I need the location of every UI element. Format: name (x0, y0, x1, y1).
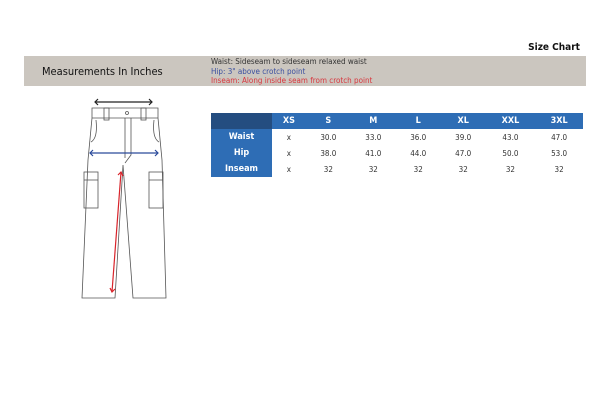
table-cell: 50.0 (502, 148, 519, 158)
row-label: Waist (211, 129, 272, 145)
table-cell: 32 (413, 164, 423, 174)
header-size: M (350, 113, 396, 129)
measurement-notes: Waist: Sideseam to sideseam relaxed wais… (211, 57, 372, 86)
header-size: S (305, 113, 351, 129)
measurement-band: Measurements In Inches Waist: Sideseam t… (24, 56, 586, 86)
note-waist: Waist: Sideseam to sideseam relaxed wais… (211, 57, 367, 66)
header-size: 3XL (535, 113, 583, 129)
table-cell: 41.0 (365, 148, 382, 158)
measurements-heading: Measurements In Inches (42, 65, 163, 78)
row-label: Inseam (211, 161, 272, 177)
table-cell: x (286, 148, 292, 158)
left-cargo-pocket (83, 171, 99, 209)
table-cell: x (286, 164, 292, 174)
inseam-arrow (109, 170, 124, 294)
table-cell: 32 (554, 164, 564, 174)
table-cell: 33.0 (365, 132, 382, 142)
table-cell: 47.0 (551, 132, 568, 142)
table-cell: 32 (323, 164, 333, 174)
header-size: XXL (485, 113, 536, 129)
pants-outline (81, 107, 167, 299)
note-hip: Hip: 3" above crotch point (211, 66, 306, 76)
table-cell: 32 (505, 164, 515, 174)
table-cell: 32 (368, 164, 378, 174)
table-cell: 44.0 (410, 148, 427, 158)
table-cell: 38.0 (320, 148, 337, 158)
hip-arrow (89, 149, 159, 157)
table-cell: 32 (458, 164, 468, 174)
right-cargo-pocket (148, 171, 164, 209)
row-label: Hip (211, 145, 272, 161)
table-row: Waist x 30.0 33.0 36.0 39.0 43.0 47.0 (211, 129, 583, 145)
table-cell: 53.0 (551, 148, 568, 158)
size-table: XS S M L XL XXL 3XL Waist x 30.0 33.0 36.0 39… (211, 113, 583, 177)
table-header-row: XS S M L XL XXL 3XL (211, 113, 583, 129)
table-cell: 47.0 (455, 148, 472, 158)
header-size: XL (440, 113, 486, 129)
table-cell: 36.0 (410, 132, 427, 142)
table-row: Hip x 38.0 41.0 44.0 47.0 50.0 53.0 (211, 145, 583, 161)
table-cell: x (286, 132, 292, 142)
header-size: L (395, 113, 441, 129)
table-cell: 30.0 (320, 132, 337, 142)
table-row: Inseam x 32 32 32 32 32 32 (211, 161, 583, 177)
note-inseam: Inseam: Along inside seam from crotch po… (211, 76, 373, 85)
waist-arrow (94, 98, 153, 106)
table-cell: 39.0 (455, 132, 472, 142)
header-corner (211, 113, 272, 129)
header-size: XS (272, 113, 306, 129)
page-title: Size Chart (528, 42, 580, 53)
table-cell: 43.0 (502, 132, 519, 142)
